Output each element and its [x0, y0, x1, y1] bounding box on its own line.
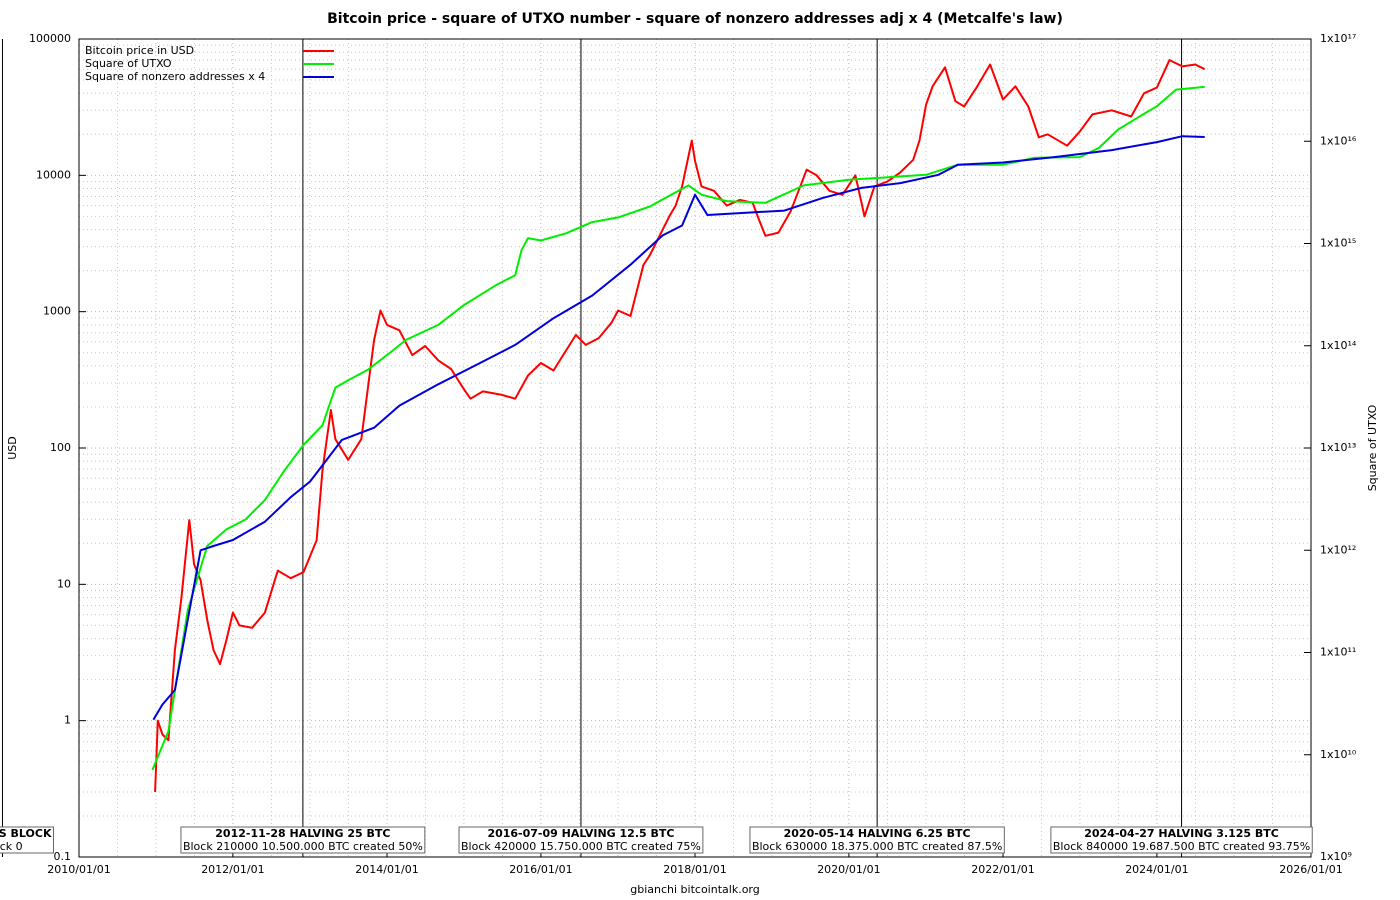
- series-line: [152, 135, 1205, 721]
- annotation-box: [180, 826, 426, 854]
- y2-tick-label: 1x10¹⁷: [1320, 32, 1356, 45]
- annotation-text: Block 210000 10.500.000 BTC created 50%: [183, 840, 423, 853]
- annotation-text: Block 0: [0, 840, 23, 853]
- x-axis-label: gbianchi bitcointalk.org: [630, 883, 759, 896]
- y2-tick-label: 1x10¹⁵: [1320, 237, 1356, 250]
- y-tick-label: 1: [64, 714, 71, 727]
- x-tick-label: 2018/01/01: [663, 863, 726, 876]
- annotation-text: Block 630000 18.375.000 BTC created 87.5…: [752, 840, 1002, 853]
- annotation-box: [0, 826, 54, 854]
- annotation-title: 2016-07-09 HALVING 12.5 BTC: [487, 827, 674, 840]
- annotation-title: GENESIS BLOCK: [0, 827, 52, 840]
- x-tick-label: 2022/01/01: [971, 863, 1034, 876]
- x-tick-label: 2016/01/01: [509, 863, 572, 876]
- annotation-title: 2012-11-28 HALVING 25 BTC: [215, 827, 390, 840]
- x-tick-label: 2012/01/01: [201, 863, 264, 876]
- annotation-text: Block 840000 19.687.500 BTC created 93.7…: [1053, 840, 1310, 853]
- y2-tick-label: 1x10¹⁰: [1320, 748, 1357, 761]
- y-axis-label: USD: [6, 436, 19, 460]
- legend-label: Bitcoin price in USD: [85, 44, 194, 57]
- x-tick-label: 2010/01/01: [47, 863, 110, 876]
- y-tick-label: 10000: [36, 168, 71, 181]
- annotation-title: 2020-05-14 HALVING 6.25 BTC: [784, 827, 971, 840]
- annotation-box: [458, 826, 704, 854]
- y2-tick-label: 1x10⁹: [1320, 850, 1352, 863]
- y-tick-label: 0.1: [54, 850, 72, 863]
- x-tick-label: 2024/01/01: [1125, 863, 1188, 876]
- y2-tick-label: 1x10¹⁶: [1320, 134, 1357, 147]
- y2-tick-label: 1x10¹⁴: [1320, 339, 1357, 352]
- y-tick-label: 1000: [43, 305, 71, 318]
- y2-tick-label: 1x10¹³: [1320, 441, 1356, 454]
- chart-title: Bitcoin price - square of UTXO number - …: [327, 11, 1063, 27]
- y-tick-label: 100000: [29, 32, 71, 45]
- legend-label: Square of nonzero addresses x 4: [85, 70, 265, 83]
- y-tick-label: 10: [57, 577, 71, 590]
- y2-axis-label: Square of UTXO: [1366, 404, 1379, 491]
- series-line: [154, 59, 1206, 793]
- annotation-box: [749, 826, 1005, 854]
- x-tick-label: 2026/01/01: [1279, 863, 1342, 876]
- annotation-title: 2024-04-27 HALVING 3.125 BTC: [1084, 827, 1279, 840]
- x-tick-label: 2020/01/01: [817, 863, 880, 876]
- annotation-box: [1050, 826, 1313, 854]
- plot-frame: [78, 38, 1312, 858]
- halving-annotation: GENESIS BLOCKBlock 0: [0, 826, 54, 854]
- legend-label: Square of UTXO: [85, 57, 172, 70]
- annotation-text: Block 420000 15.750.000 BTC created 75%: [461, 840, 701, 853]
- x-tick-label: 2014/01/01: [355, 863, 418, 876]
- y-tick-label: 100: [50, 441, 71, 454]
- y2-tick-label: 1x10¹¹: [1320, 646, 1356, 659]
- y2-tick-label: 1x10¹²: [1320, 543, 1356, 556]
